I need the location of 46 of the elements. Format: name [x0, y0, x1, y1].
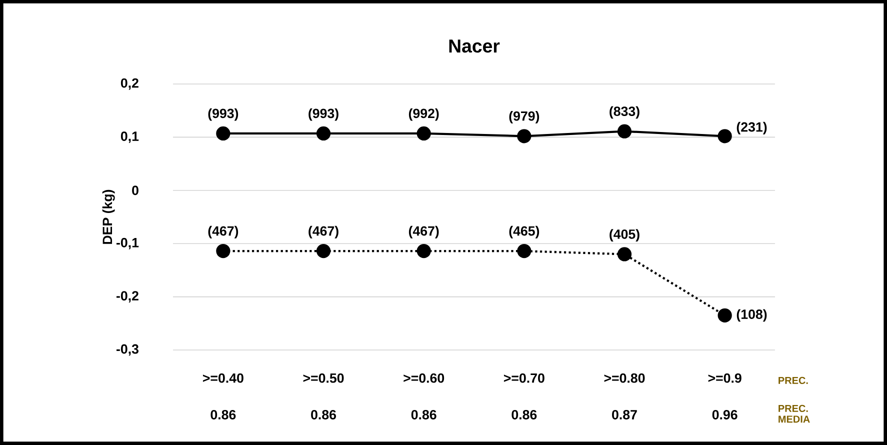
- text: PREC.: [778, 376, 808, 384]
- y-tick-label: 0,2: [120, 78, 138, 90]
- text: 0.86: [210, 410, 236, 420]
- point: [718, 129, 732, 144]
- chart-title: Nacer: [449, 40, 500, 53]
- annotation: (992): [408, 108, 439, 121]
- annotation: (467): [308, 226, 338, 238]
- annotation: (467): [408, 226, 439, 238]
- text: 0.96: [712, 410, 738, 420]
- point: [416, 244, 431, 258]
- y-tick-label: -0,2: [116, 291, 138, 302]
- x-tick-label: >=0.60: [404, 373, 444, 383]
- point: [517, 244, 532, 258]
- text: 0.86: [411, 410, 436, 420]
- annotation: (405): [610, 229, 640, 242]
- point: [617, 247, 632, 262]
- annotation: (231): [736, 122, 767, 134]
- annotation: (108): [736, 309, 767, 322]
- point: [216, 126, 230, 141]
- x-tick-label: >=0.70: [504, 373, 544, 383]
- y-tick-label: 0: [132, 186, 138, 196]
- annotation: (993): [208, 108, 238, 121]
- text: PREC. MEDIA: [778, 404, 810, 423]
- point: [517, 129, 532, 144]
- y-axis-title: DEP (kg): [102, 190, 115, 244]
- point: [216, 244, 230, 258]
- x-tick-label: >=0.50: [303, 373, 344, 383]
- point: [316, 244, 331, 258]
- text: 0.87: [612, 410, 637, 420]
- y-tick-label: -0,1: [116, 238, 139, 250]
- x-tick-label: >=0.40: [202, 373, 244, 383]
- annotation: (465): [509, 226, 540, 238]
- text: 0.86: [512, 410, 537, 420]
- x-tick-label: >=0.9: [708, 373, 742, 383]
- point: [416, 126, 431, 141]
- annotation: (833): [610, 106, 640, 119]
- annotation: (979): [509, 110, 540, 124]
- point: [617, 124, 632, 138]
- y-tick-label: -0,3: [116, 344, 138, 356]
- point: [718, 308, 732, 322]
- point: [316, 126, 331, 141]
- annotation: (993): [308, 108, 338, 121]
- text: 0.86: [311, 410, 336, 420]
- x-tick-label: >=0.80: [604, 373, 645, 383]
- y-tick-label: 0,1: [120, 132, 139, 143]
- annotation: (467): [208, 226, 238, 238]
